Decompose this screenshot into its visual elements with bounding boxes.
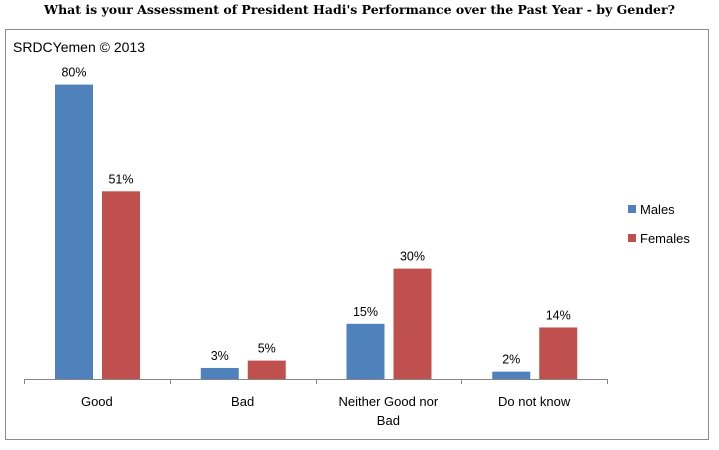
bar-females-0 — [102, 191, 140, 379]
legend-swatch-females — [628, 234, 636, 242]
bar-males-0 — [55, 84, 93, 379]
data-label-females-3: 14% — [546, 308, 571, 322]
x-tick-label: Bad — [231, 394, 254, 409]
data-label-females-1: 5% — [258, 342, 276, 356]
x-tick-label: Good — [81, 394, 113, 409]
legend: Males Females — [628, 202, 690, 246]
data-label-males-2: 15% — [353, 305, 378, 319]
legend-label-females: Females — [640, 231, 690, 246]
watermark: SRDCYemen © 2013 — [13, 39, 145, 55]
data-label-males-0: 80% — [61, 66, 86, 80]
chart-title: What is your Assessment of President Had… — [44, 2, 675, 17]
bar-females-1 — [247, 360, 286, 379]
chart-frame: SRDCYemen © 2013 80% 3% 15% 2% 51% 5% 30% 14% Go… — [5, 29, 709, 440]
legend-swatch-males — [628, 205, 636, 213]
bar-males-2 — [346, 323, 385, 379]
bar-females-2 — [393, 268, 432, 379]
bar-females-3 — [539, 327, 578, 379]
data-label-males-1: 3% — [211, 349, 229, 363]
x-tick-label: Do not know — [498, 394, 571, 409]
data-label-females-2: 30% — [400, 250, 425, 264]
legend-label-males: Males — [640, 202, 675, 217]
chart-plot: SRDCYemen © 2013 80% 3% 15% 2% 51% 5% 30% 14% Go… — [13, 39, 690, 428]
data-label-females-0: 51% — [108, 172, 133, 186]
bar-males-1 — [200, 367, 239, 379]
x-tick-label: Neither Good nor Bad — [339, 394, 439, 428]
data-label-males-3: 2% — [502, 353, 520, 367]
bar-males-3 — [492, 371, 531, 379]
